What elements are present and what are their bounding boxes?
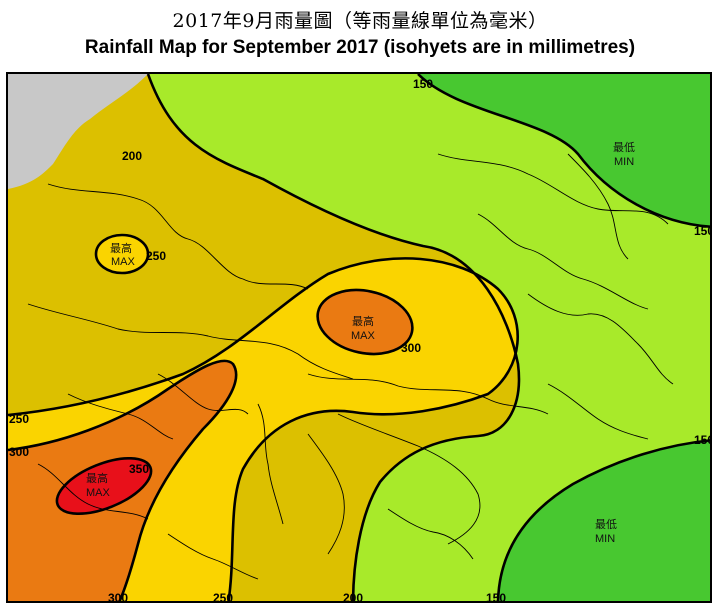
isohyet-150-se: [496, 439, 710, 601]
isohyet-300-center: [316, 288, 414, 356]
max-nw-en: MAX: [111, 256, 136, 268]
max-center-zh: 最高: [352, 314, 374, 328]
title-en: Rainfall Map for September 2017 (isohyet…: [84, 37, 636, 58]
max-center-en: MAX: [351, 330, 376, 342]
max-nw-zh: 最高: [110, 241, 132, 255]
isohyet-200: [146, 74, 521, 601]
label-150-right-mid: 150: [694, 433, 712, 447]
isohyet-150-ne: [417, 74, 710, 228]
max-sw-zh: 最高: [86, 471, 108, 485]
label-300-center: 300: [401, 341, 421, 355]
isohyet-lines: [8, 74, 710, 601]
label-250-bottom: 250: [213, 591, 233, 603]
label-300-bottom: 300: [108, 591, 128, 603]
rainfall-map: 150 150 150 150 200 200 250 250 250 300 …: [6, 72, 712, 603]
label-250-left: 250: [9, 412, 29, 426]
title-zh: 2017年9月雨量圖（等雨量線單位為毫米）: [172, 10, 548, 32]
label-200-top: 200: [122, 149, 142, 163]
label-250-max: 250: [146, 249, 166, 263]
isohyet-250-nw: [94, 233, 150, 275]
min-se-en: MIN: [595, 533, 615, 545]
coastline: [27, 153, 674, 580]
zone-lt150-se: [498, 440, 710, 601]
label-150-right-top: 150: [694, 224, 712, 238]
label-350: 350: [129, 462, 149, 476]
zone-300-350-center: [317, 290, 413, 354]
label-150-top: 150: [413, 77, 433, 91]
isohyet-250: [8, 257, 519, 601]
map-canvas: 150 150 150 150 200 200 250 250 250 300 …: [8, 74, 712, 603]
isohyet-300-sw: [8, 359, 238, 601]
zone-150-200: [148, 74, 710, 601]
min-ne-zh: 最低: [613, 141, 635, 154]
isohyet-350: [55, 457, 153, 515]
min-se-zh: 最低: [595, 518, 617, 531]
min-ne-en: MIN: [614, 156, 634, 168]
label-200-bottom: 200: [343, 591, 363, 603]
label-300-left: 300: [9, 445, 29, 459]
land-outside: [8, 74, 148, 189]
zone-250-300-nw: [96, 235, 148, 273]
max-sw-en: MAX: [86, 487, 111, 499]
label-150-bottom: 150: [486, 591, 506, 603]
